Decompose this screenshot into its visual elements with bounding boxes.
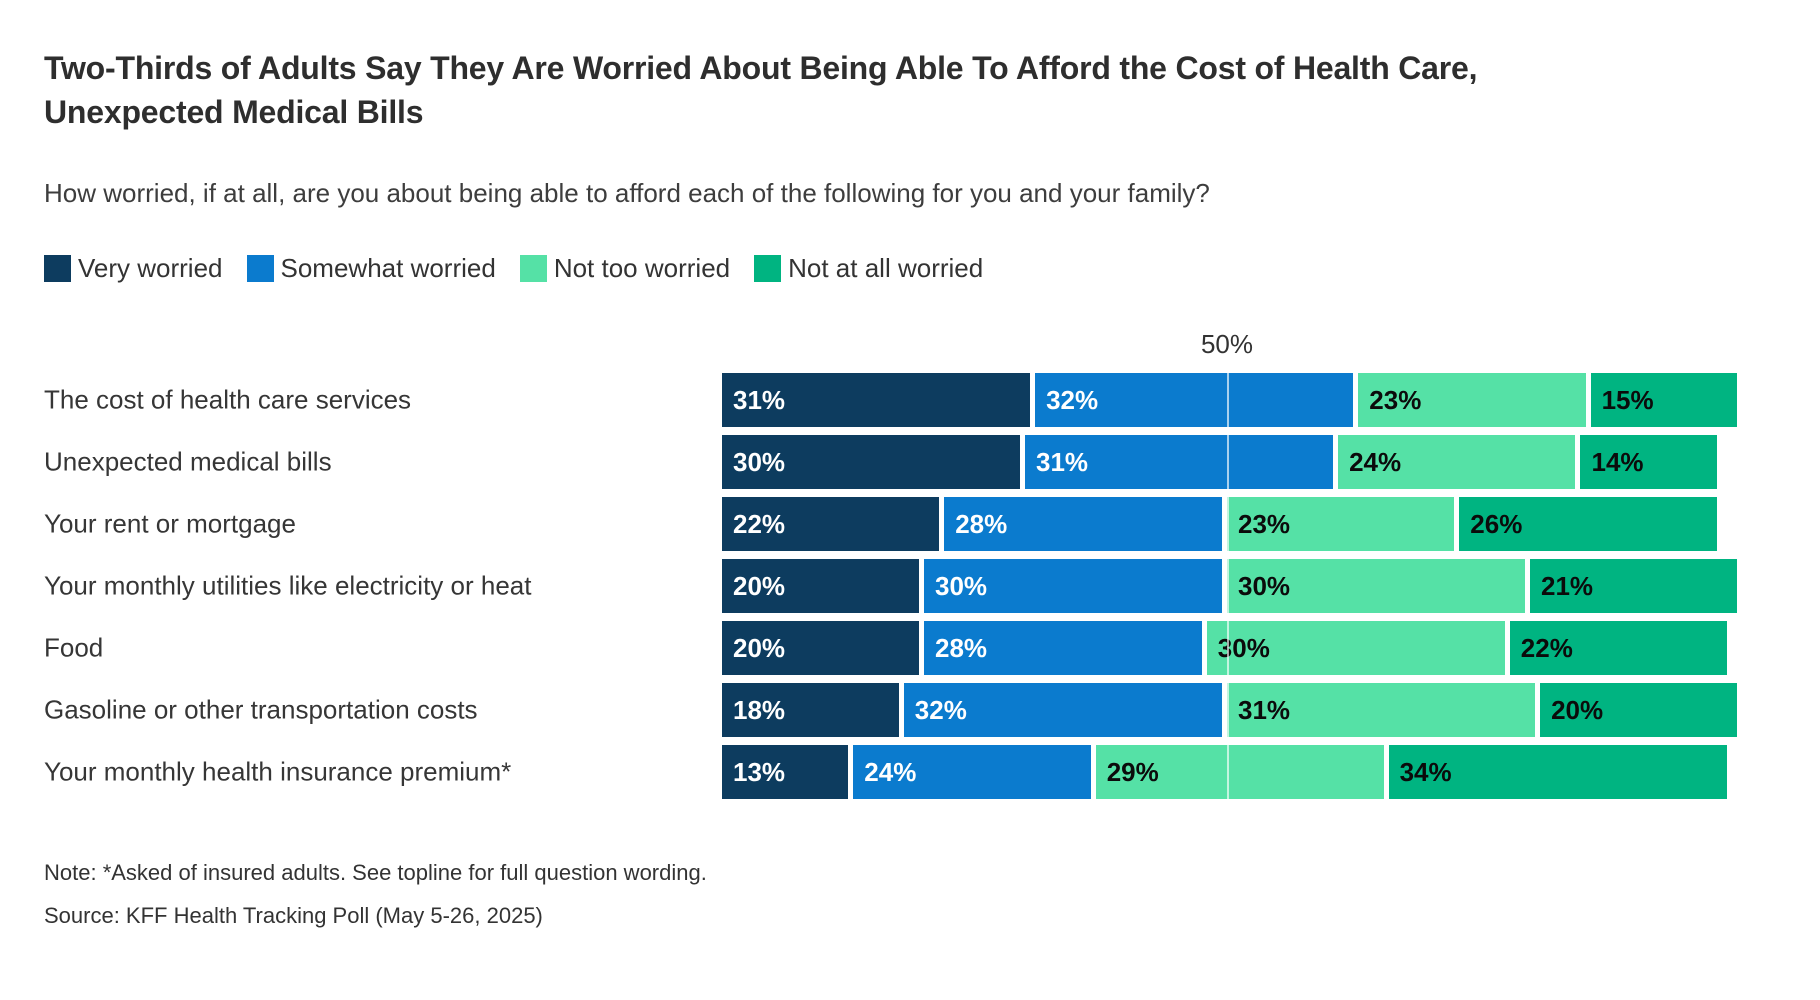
bar-segment: 28% <box>924 621 1202 675</box>
value-label: 30% <box>1217 632 1270 663</box>
bar-segment: 31% <box>722 373 1031 427</box>
bar-row: Food 20% 28% 30% 22% <box>44 621 1804 675</box>
legend-swatch-not-too-worried <box>519 255 547 282</box>
value-label: 26% <box>1470 508 1523 539</box>
bar-row: Your rent or mortgage 22% 28% 23% 26% <box>44 497 1804 551</box>
bar-segment: 21% <box>1530 559 1738 613</box>
value-label: 34% <box>1399 756 1452 787</box>
legend-label: Not at all worried <box>788 253 984 283</box>
bar-segment: 23% <box>1226 497 1455 551</box>
value-label: 22% <box>1520 632 1573 663</box>
legend-swatch-very-worried <box>44 255 71 282</box>
chart-subtitle: How worried, if at all, are you about be… <box>44 178 1210 208</box>
category-label: The cost of health care services <box>44 384 412 415</box>
bar-segment: 20% <box>1540 683 1738 737</box>
value-label: 32% <box>1046 384 1099 415</box>
category-label: Your rent or mortgage <box>44 508 296 539</box>
bar-segment: 30% <box>722 435 1020 489</box>
value-label: 29% <box>1106 756 1159 787</box>
legend-swatch-not-at-all-worried <box>754 255 782 282</box>
legend: Very worried Somewhat worried Not too wo… <box>44 253 983 284</box>
chart-title: Two-Thirds of Adults Say They Are Worrie… <box>44 50 1478 130</box>
bar-segment: 34% <box>1388 745 1727 799</box>
value-label: 21% <box>1541 570 1594 601</box>
stacked-bar-chart: 50% The cost of health care services 31% 3… <box>44 329 1804 803</box>
category-label: Unexpected medical bills <box>44 446 332 477</box>
value-label: 30% <box>1238 570 1291 601</box>
bar-segment: 23% <box>1358 373 1586 427</box>
value-label: 20% <box>1551 694 1604 725</box>
source-line: Source: KFF Health Tracking Poll (May 5-… <box>44 903 543 928</box>
value-label: 31% <box>1237 694 1291 725</box>
value-label: 24% <box>864 756 917 787</box>
bar-segment: 30% <box>924 559 1222 613</box>
bar-row: The cost of health care services 31% 32% 23… <box>44 373 1804 427</box>
axis-tick-50pct: 50% <box>1200 329 1254 359</box>
bar-row: Gasoline or other transportation costs 18… <box>44 683 1804 737</box>
bar-segment: 32% <box>1035 373 1354 427</box>
value-label: 23% <box>1237 508 1291 539</box>
value-label: 23% <box>1369 384 1422 415</box>
category-label: Gasoline or other transportation costs <box>44 694 478 725</box>
legend-item-not-at-all-worried: Not at all worried <box>754 253 983 284</box>
bar-segment: 31% <box>1025 435 1334 489</box>
bar-segment: 24% <box>1338 435 1576 489</box>
bar-segment: 24% <box>853 745 1091 799</box>
value-label: 20% <box>733 632 786 663</box>
value-label: 28% <box>935 632 988 663</box>
value-label: 18% <box>733 694 786 725</box>
bar-segment: 30% <box>1227 559 1525 613</box>
category-label: Your monthly health insurance premium* <box>44 756 512 787</box>
legend-item-not-too-worried: Not too worried <box>519 253 731 284</box>
value-label: 14% <box>1591 446 1644 477</box>
value-label: 15% <box>1601 384 1654 415</box>
value-label: 30% <box>733 446 786 477</box>
bar-segment: 28% <box>944 497 1222 551</box>
bar-segments: 30% 31% 24% 14% <box>722 435 1717 489</box>
gridline-50pct <box>1227 373 1229 799</box>
bar-segment: 20% <box>722 621 919 675</box>
bar-row: Unexpected medical bills 30% 31% 24% 14% <box>44 435 1804 489</box>
bar-segment: 14% <box>1580 435 1717 489</box>
value-label: 31% <box>1036 446 1089 477</box>
bar-segment: 26% <box>1459 497 1717 551</box>
bar-segment: 22% <box>1509 621 1727 675</box>
legend-label: Not too worried <box>553 253 731 283</box>
category-label: Food <box>44 632 104 663</box>
bar-row: Your monthly utilities like electricity … <box>44 559 1804 613</box>
value-label: 20% <box>733 570 786 601</box>
bar-segments: 20% 30% 30% 21% <box>722 559 1738 613</box>
bar-segment: 18% <box>722 683 899 737</box>
bar-segment: 31% <box>1226 683 1536 737</box>
bar-segment: 29% <box>1095 745 1384 799</box>
legend-swatch-somewhat-worried <box>246 255 274 282</box>
value-label: 22% <box>733 508 786 539</box>
bar-segments: 18% 32% 31% 20% <box>722 683 1738 737</box>
bar-segment: 30% <box>1206 621 1505 675</box>
bar-segment: 20% <box>722 559 919 613</box>
bar-segment: 22% <box>722 497 940 551</box>
value-label: 28% <box>955 508 1008 539</box>
bar-segments: 31% 32% 23% 15% <box>722 373 1738 427</box>
footnote: Note: *Asked of insured adults. See topl… <box>44 860 707 885</box>
category-label: Your monthly utilities like electricity … <box>44 570 532 601</box>
bar-segment: 13% <box>722 745 849 799</box>
bar-segments: 22% 28% 23% 26% <box>722 497 1717 551</box>
value-label: 32% <box>914 694 967 725</box>
value-label: 13% <box>733 756 786 787</box>
bar-segment: 15% <box>1590 373 1738 427</box>
value-label: 30% <box>935 570 988 601</box>
legend-label: Somewhat worried <box>280 253 496 283</box>
bar-segment: 32% <box>903 683 1222 737</box>
legend-item-somewhat-worried: Somewhat worried <box>246 253 496 284</box>
bar-segments: 20% 28% 30% 22% <box>722 621 1727 675</box>
legend-label: Very worried <box>78 253 223 283</box>
value-label: 24% <box>1349 446 1402 477</box>
value-label: 31% <box>733 384 786 415</box>
bar-segments: 13% 24% 29% 34% <box>722 745 1727 799</box>
bar-row: Your monthly health insurance premium* 13… <box>44 745 1804 799</box>
legend-item-very-worried: Very worried <box>44 253 223 284</box>
